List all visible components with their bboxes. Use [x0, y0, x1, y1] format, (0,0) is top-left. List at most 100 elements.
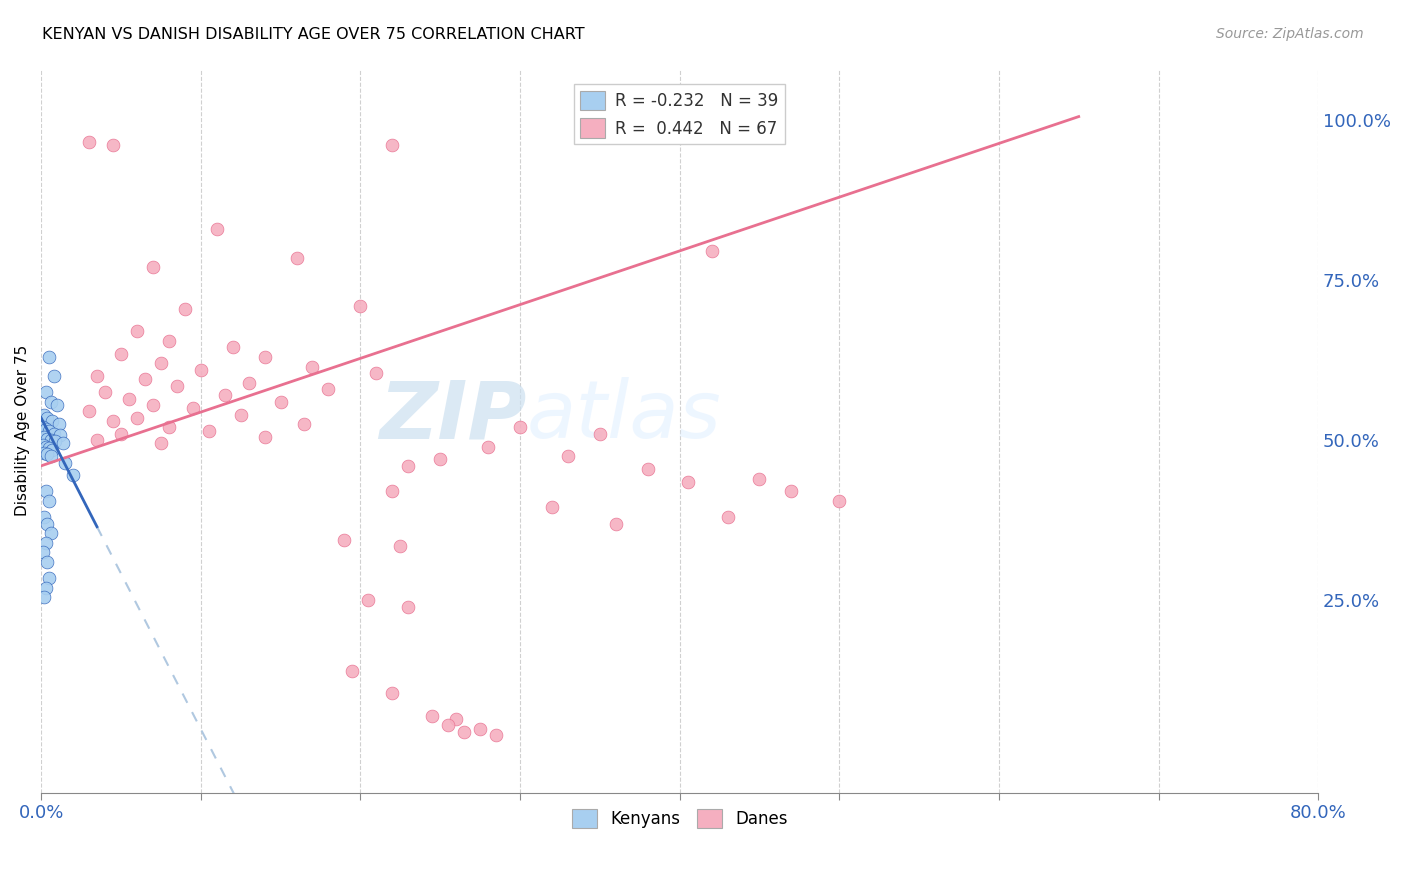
- Point: [700, 244, 723, 259]
- Point: [37, 555, 59, 569]
- Point: [39, 449, 62, 463]
- Text: atlas: atlas: [526, 377, 721, 455]
- Point: [676, 475, 699, 489]
- Point: [142, 260, 165, 275]
- Point: [110, 347, 132, 361]
- Point: [31, 420, 53, 434]
- Point: [444, 712, 467, 726]
- Point: [429, 452, 451, 467]
- Point: [181, 401, 204, 416]
- Point: [38, 441, 60, 455]
- Point: [42, 426, 65, 441]
- Point: [35, 385, 58, 400]
- Point: [34, 591, 56, 605]
- Point: [173, 301, 195, 316]
- Point: [149, 436, 172, 450]
- Point: [477, 440, 499, 454]
- Point: [37, 447, 59, 461]
- Point: [53, 456, 76, 470]
- Point: [46, 398, 69, 412]
- Point: [780, 484, 803, 499]
- Point: [238, 376, 260, 390]
- Point: [42, 369, 65, 384]
- Point: [214, 388, 236, 402]
- Point: [48, 417, 70, 432]
- Point: [285, 251, 308, 265]
- Point: [52, 436, 75, 450]
- Point: [35, 422, 58, 436]
- Point: [157, 420, 180, 434]
- Point: [37, 410, 59, 425]
- Point: [318, 382, 340, 396]
- Point: [166, 378, 188, 392]
- Point: [342, 664, 364, 678]
- Point: [301, 359, 323, 374]
- Point: [485, 728, 508, 742]
- Point: [38, 424, 60, 438]
- Point: [637, 462, 659, 476]
- Point: [37, 432, 59, 446]
- Point: [31, 545, 53, 559]
- Point: [38, 571, 60, 585]
- Point: [828, 494, 851, 508]
- Point: [149, 356, 172, 370]
- Point: [134, 372, 156, 386]
- Point: [34, 446, 56, 460]
- Point: [35, 440, 58, 454]
- Point: [541, 500, 564, 515]
- Point: [381, 138, 404, 153]
- Point: [197, 424, 219, 438]
- Y-axis label: Disability Age Over 75: Disability Age Over 75: [15, 345, 30, 516]
- Point: [381, 686, 404, 700]
- Point: [420, 708, 443, 723]
- Point: [86, 433, 108, 447]
- Point: [589, 426, 612, 441]
- Point: [34, 408, 56, 422]
- Point: [748, 472, 770, 486]
- Point: [157, 334, 180, 348]
- Point: [31, 438, 53, 452]
- Point: [37, 516, 59, 531]
- Point: [35, 484, 58, 499]
- Point: [366, 366, 388, 380]
- Point: [62, 468, 84, 483]
- Point: [101, 414, 124, 428]
- Point: [190, 362, 212, 376]
- Point: [357, 593, 380, 607]
- Point: [39, 526, 62, 541]
- Point: [77, 404, 100, 418]
- Point: [381, 484, 404, 499]
- Point: [49, 428, 72, 442]
- Point: [716, 510, 738, 524]
- Point: [253, 430, 276, 444]
- Point: [101, 138, 124, 153]
- Point: [253, 350, 276, 364]
- Point: [39, 433, 62, 447]
- Point: [221, 340, 243, 354]
- Point: [77, 135, 100, 149]
- Text: ZIP: ZIP: [380, 377, 526, 455]
- Point: [389, 539, 412, 553]
- Point: [41, 442, 63, 457]
- Point: [396, 599, 419, 614]
- Point: [229, 408, 252, 422]
- Point: [349, 299, 371, 313]
- Text: KENYAN VS DANISH DISABILITY AGE OVER 75 CORRELATION CHART: KENYAN VS DANISH DISABILITY AGE OVER 75 …: [42, 27, 585, 42]
- Legend: Kenyans, Danes: Kenyans, Danes: [565, 803, 794, 835]
- Point: [35, 581, 58, 595]
- Point: [110, 426, 132, 441]
- Point: [437, 718, 460, 732]
- Point: [205, 221, 228, 235]
- Point: [396, 458, 419, 473]
- Point: [509, 420, 531, 434]
- Point: [38, 350, 60, 364]
- Point: [294, 417, 316, 432]
- Point: [468, 722, 491, 736]
- Point: [453, 724, 475, 739]
- Point: [557, 449, 579, 463]
- Point: [39, 394, 62, 409]
- Point: [118, 392, 141, 406]
- Point: [86, 369, 108, 384]
- Point: [38, 494, 60, 508]
- Point: [125, 324, 148, 338]
